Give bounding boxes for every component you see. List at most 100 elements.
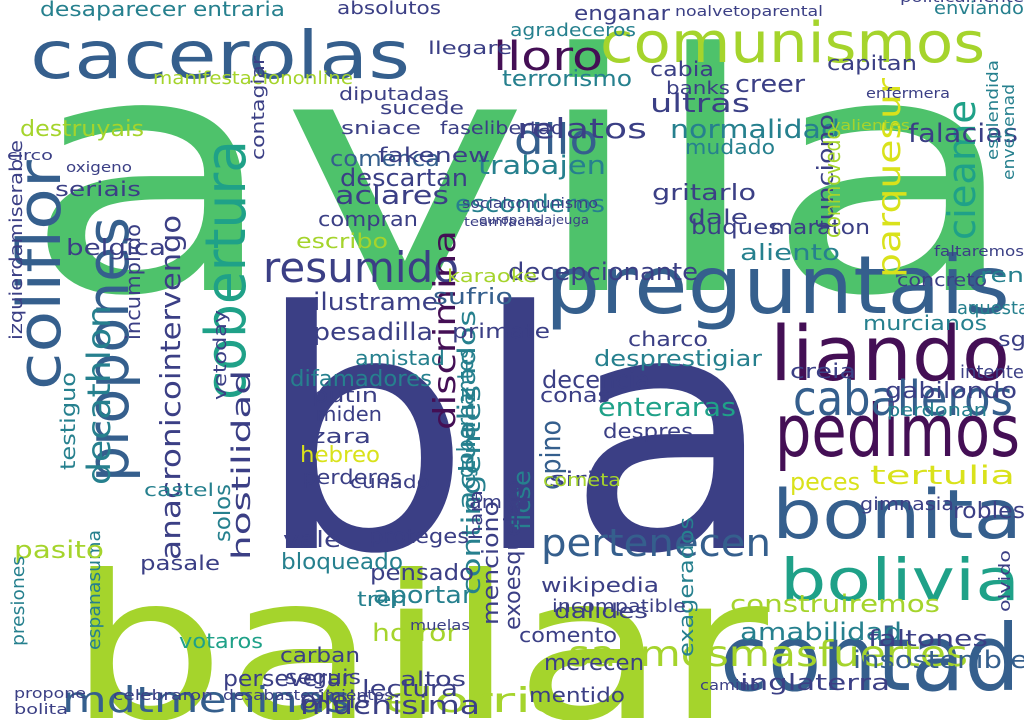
- cloud-word: desaparecer: [40, 0, 187, 21]
- cloud-word: trabajen: [478, 151, 606, 181]
- cloud-word: comunismos: [600, 11, 985, 76]
- cloud-word: valientes: [830, 118, 910, 134]
- cloud-word: aliento: [740, 241, 840, 266]
- cloud-word: actualizados: [453, 310, 481, 510]
- cloud-word: seguis: [285, 665, 361, 689]
- cloud-word: opino: [534, 420, 567, 490]
- cloud-word: charco: [628, 327, 708, 351]
- cloud-word: creia: [790, 359, 856, 383]
- cloud-word: amig: [469, 492, 521, 513]
- cloud-word: banks: [666, 78, 730, 99]
- cloud-word: propones: [74, 217, 142, 482]
- cloud-word: bonita: [772, 476, 1022, 555]
- cloud-word: pensado: [370, 561, 474, 586]
- cloud-word: mudado: [685, 135, 775, 159]
- cloud-word: politicamente: [900, 0, 1024, 6]
- cloud-word: gobernantes: [454, 348, 479, 478]
- cloud-word: presiones: [8, 556, 29, 646]
- cloud-word: avila: [22, 0, 1022, 368]
- cloud-word: bla: [255, 242, 775, 626]
- cloud-word: votaros: [179, 629, 263, 653]
- cloud-word: desabastecimientos: [223, 688, 393, 704]
- cloud-word: hara: [466, 490, 487, 540]
- cloud-word: muelas: [410, 618, 470, 634]
- cloud-word: salimosmasfuertes: [568, 634, 968, 675]
- cloud-word: conas: [540, 383, 610, 407]
- cloud-word: resumido: [263, 243, 459, 292]
- cloud-word: ultras: [650, 89, 750, 119]
- cloud-word: cunado: [350, 472, 430, 493]
- cloud-word: faltaremos: [934, 244, 1024, 260]
- cloud-word: horror: [372, 619, 458, 647]
- cloud-word: perseverar: [223, 667, 352, 692]
- cloud-word: perdonan: [887, 400, 987, 421]
- cloud-word: putin: [312, 383, 378, 407]
- cloud-word: gabilondo: [885, 379, 1017, 404]
- cloud-word: vale: [283, 528, 341, 553]
- cloud-word: bloqueado: [281, 550, 403, 575]
- cloud-word: amabilidad: [740, 618, 902, 646]
- cloud-word: dalides: [554, 599, 648, 623]
- cloud-word: buques: [691, 215, 781, 239]
- cloud-word: enviando: [934, 0, 1024, 19]
- cloud-word: europaeslajeuga: [479, 213, 589, 227]
- cloud-word: merecen: [544, 651, 644, 676]
- cloud-word: absolutos: [337, 0, 441, 19]
- cloud-word: teamfacha: [464, 215, 544, 229]
- cloud-word: manifestaciononline: [153, 68, 353, 89]
- cloud-word: gritarlo: [652, 181, 756, 206]
- cloud-word: perderos: [302, 465, 402, 489]
- cloud-word: intente: [960, 362, 1024, 383]
- cloud-word: dilo: [514, 115, 598, 164]
- cloud-word: noalvetoparental: [675, 4, 823, 20]
- cloud-word: murcianos: [863, 311, 987, 335]
- cloud-word: escribo: [296, 229, 388, 253]
- cloud-word: difamadores: [290, 367, 432, 392]
- cloud-word: cometa: [543, 470, 621, 491]
- cloud-word: izquierdamiserable: [6, 140, 27, 340]
- cloud-word: cabia: [650, 57, 714, 81]
- cloud-word: belgica: [66, 236, 166, 261]
- cloud-word: envenenad: [999, 84, 1018, 180]
- cloud-word: preguntais: [545, 239, 1010, 332]
- cloud-word: socialcomunismo: [462, 196, 598, 212]
- cloud-word: fakenew: [378, 143, 490, 167]
- cloud-word: creer: [735, 70, 805, 98]
- cloud-word: concreto: [897, 270, 987, 291]
- cloud-word: pertenecen: [541, 521, 771, 565]
- cloud-word: cieame: [940, 100, 984, 240]
- cloud-word: solos: [211, 484, 236, 542]
- cloud-word: seriais: [55, 177, 141, 201]
- cloud-word: desprestigiar: [594, 347, 763, 372]
- cloud-word: gimnasia: [860, 494, 954, 515]
- cloud-word: proteges: [369, 524, 469, 548]
- cloud-word: entraria: [193, 0, 285, 21]
- cloud-word: olvido: [995, 550, 1014, 612]
- cloud-word: siri: [549, 467, 595, 491]
- cloud-word: mentido: [529, 683, 625, 707]
- cloud-word: enganar: [574, 1, 671, 25]
- cloud-word: hostilidad: [227, 370, 257, 560]
- cloud-word: aquesta: [957, 298, 1024, 319]
- cloud-word: terrorismo: [502, 67, 632, 92]
- cloud-word: tertulia: [870, 461, 1015, 491]
- cloud-word: espanasuma: [84, 530, 105, 650]
- cloud-word: ren: [980, 263, 1024, 287]
- cloud-word: faselibertad: [440, 118, 564, 139]
- cloud-word: pedimos: [775, 389, 1020, 473]
- cloud-word: robles: [953, 499, 1024, 524]
- cloud-word: decencia: [542, 366, 650, 394]
- cloud-word: cobertura: [194, 140, 259, 400]
- cloud-word: exagerados: [674, 517, 698, 657]
- cloud-word: discrimina: [428, 230, 463, 430]
- cloud-word: karaoke: [447, 266, 537, 287]
- cloud-word: esconderos: [455, 190, 605, 218]
- cloud-word: parquesur: [870, 77, 908, 278]
- cloud-word: pasito: [14, 536, 104, 564]
- cloud-word: menciono: [479, 501, 504, 625]
- cloud-word: altos: [400, 667, 466, 691]
- cloud-word: dale: [688, 205, 748, 229]
- cloud-word: agradeceros: [510, 20, 636, 41]
